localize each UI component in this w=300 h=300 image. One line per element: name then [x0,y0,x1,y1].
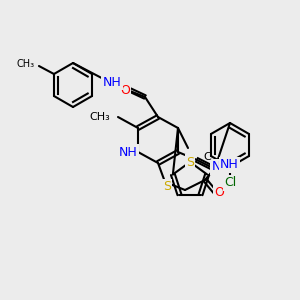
Text: CH₃: CH₃ [17,59,35,69]
Text: CH₃: CH₃ [89,112,110,122]
Text: Cl: Cl [224,176,236,190]
Text: S: S [163,181,171,194]
Text: C: C [203,152,211,162]
Text: NH: NH [220,158,239,172]
Text: O: O [214,185,224,199]
Text: S: S [186,155,194,169]
Text: N: N [211,160,221,173]
Text: NH: NH [103,76,122,88]
Text: O: O [120,83,130,97]
Text: NH: NH [118,146,137,158]
